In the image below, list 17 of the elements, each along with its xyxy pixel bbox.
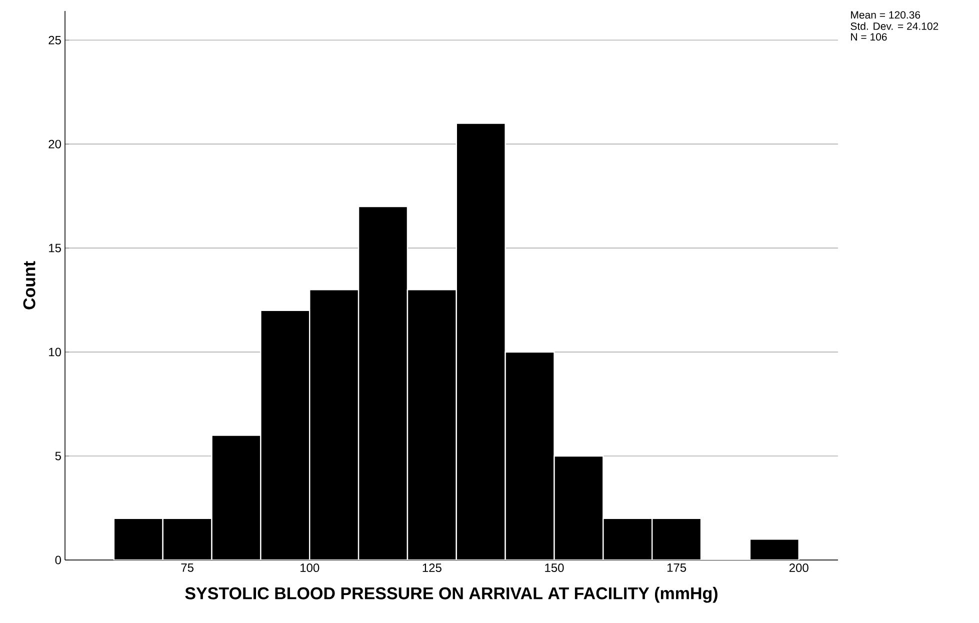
x-tick-label: 200 [789,564,808,572]
y-tick-label: 15 [49,244,61,252]
y-axis-title: Count [23,261,36,310]
text: N = 106 [851,33,887,41]
x-tick-label: 175 [667,564,686,572]
x-tick-label: 75 [181,564,194,572]
y-tick-label: 0 [55,556,62,564]
y-tick-label: 25 [48,36,61,44]
text: Std. Dev. = 24.102 [850,22,938,30]
y-tick-label: 10 [49,348,62,356]
x-tick-label: 125 [422,564,442,572]
x-tick-label: 150 [545,564,564,572]
x-axis-title: SYSTOLIC BLOOD PRESSURE ON ARRIVAL AT FACILITY (mmHg) [185,586,718,603]
y-tick-label: 5 [55,452,61,460]
x-tick-label: 100 [300,564,320,572]
y-tick-label: 20 [48,140,62,148]
text: Mean = 120.36 [851,11,920,19]
